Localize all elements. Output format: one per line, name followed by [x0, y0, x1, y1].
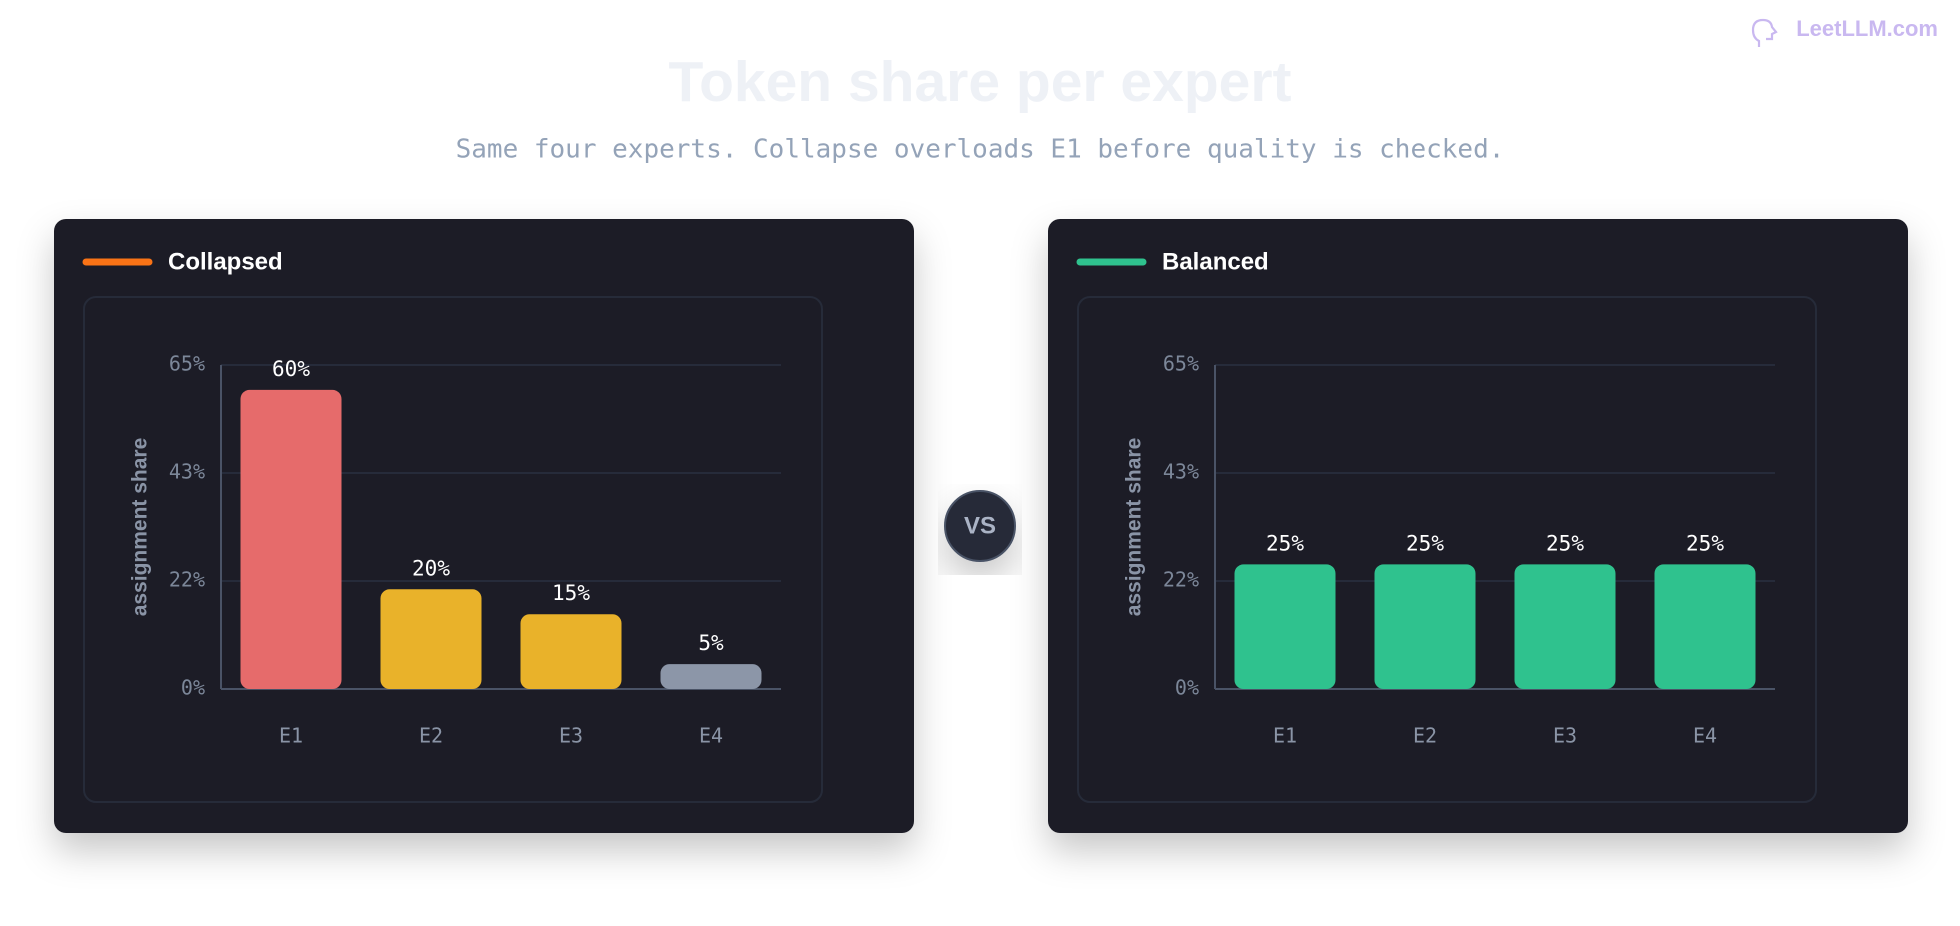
- x-tick-label: E4: [699, 724, 723, 748]
- value-label: 25%: [1406, 531, 1444, 555]
- bar: [380, 589, 482, 689]
- vs-label: VS: [964, 512, 996, 539]
- x-tick-label: E2: [419, 724, 443, 748]
- x-tick-label: E1: [279, 724, 303, 748]
- page-title: Token share per expert: [668, 50, 1291, 114]
- legend-label: Collapsed: [168, 248, 283, 275]
- panel-bg: [54, 219, 914, 833]
- y-tick-label: 43%: [169, 460, 205, 484]
- brand[interactable]: LeetLLM.com: [1796, 16, 1938, 41]
- y-tick-label: 22%: [1163, 567, 1199, 591]
- value-label: 25%: [1546, 531, 1584, 555]
- bar: [660, 664, 762, 689]
- value-label: 60%: [272, 357, 310, 381]
- plot-frame: [1077, 296, 1817, 803]
- value-label: 15%: [552, 581, 590, 605]
- y-tick-label: 65%: [169, 352, 205, 376]
- value-label: 20%: [412, 556, 450, 580]
- y-tick-label: 22%: [169, 567, 205, 591]
- value-label: 5%: [698, 631, 724, 655]
- vs-badge: [944, 490, 1016, 562]
- value-label: 25%: [1266, 531, 1304, 555]
- x-tick-label: E1: [1273, 724, 1297, 748]
- y-tick-label: 0%: [1175, 676, 1199, 700]
- y-tick-label: 43%: [1163, 460, 1199, 484]
- y-tick-label: 65%: [1163, 352, 1199, 376]
- plot-frame: [83, 296, 823, 803]
- bar: [1374, 564, 1476, 689]
- legend-label: Balanced: [1162, 248, 1269, 275]
- page-subtitle: Same four experts. Collapse overloads E1…: [456, 135, 1505, 165]
- brand-logo: [1751, 18, 1778, 47]
- y-axis-title: assignment share: [1123, 438, 1146, 617]
- x-tick-label: E3: [1553, 724, 1577, 748]
- x-tick-label: E2: [1413, 724, 1437, 748]
- x-tick-label: E4: [1693, 724, 1717, 748]
- bar: [1514, 564, 1616, 689]
- x-tick-label: E3: [559, 724, 583, 748]
- bar: [240, 389, 342, 689]
- chart-panel: Balanced 0% 22% 43% 65% assignment share 25% E1…: [1048, 219, 1908, 833]
- value-label: 25%: [1686, 531, 1724, 555]
- bar: [520, 614, 622, 689]
- bar: [1234, 564, 1336, 689]
- bar: [1654, 564, 1756, 689]
- chart-panel: Collapsed 0% 22% 43% 65% assignment share 60% E…: [54, 219, 914, 833]
- y-axis-title: assignment share: [129, 438, 152, 617]
- panel-bg: [1048, 219, 1908, 833]
- y-tick-label: 0%: [181, 676, 205, 700]
